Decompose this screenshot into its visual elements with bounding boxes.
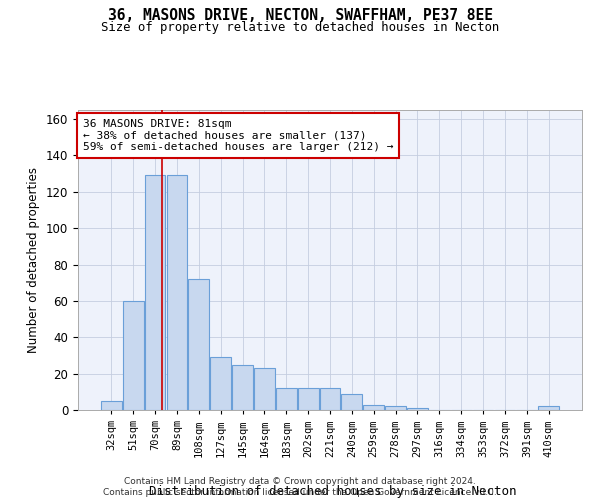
- Bar: [407, 408, 428, 410]
- Bar: [298, 388, 319, 410]
- Bar: [145, 176, 166, 410]
- Text: Distribution of detached houses by size in Necton: Distribution of detached houses by size …: [149, 484, 517, 498]
- Bar: [167, 176, 187, 410]
- Bar: [123, 301, 143, 410]
- Text: Size of property relative to detached houses in Necton: Size of property relative to detached ho…: [101, 22, 499, 35]
- Bar: [320, 388, 340, 410]
- Bar: [101, 401, 122, 410]
- Bar: [364, 404, 384, 410]
- Bar: [385, 406, 406, 410]
- Y-axis label: Number of detached properties: Number of detached properties: [28, 167, 40, 353]
- Bar: [276, 388, 296, 410]
- Bar: [254, 368, 275, 410]
- Bar: [538, 406, 559, 410]
- Text: Contains HM Land Registry data © Crown copyright and database right 2024.
Contai: Contains HM Land Registry data © Crown c…: [103, 478, 497, 497]
- Bar: [341, 394, 362, 410]
- Text: 36, MASONS DRIVE, NECTON, SWAFFHAM, PE37 8EE: 36, MASONS DRIVE, NECTON, SWAFFHAM, PE37…: [107, 8, 493, 22]
- Text: 36 MASONS DRIVE: 81sqm
← 38% of detached houses are smaller (137)
59% of semi-de: 36 MASONS DRIVE: 81sqm ← 38% of detached…: [83, 119, 394, 152]
- Bar: [210, 358, 231, 410]
- Bar: [188, 279, 209, 410]
- Bar: [232, 364, 253, 410]
